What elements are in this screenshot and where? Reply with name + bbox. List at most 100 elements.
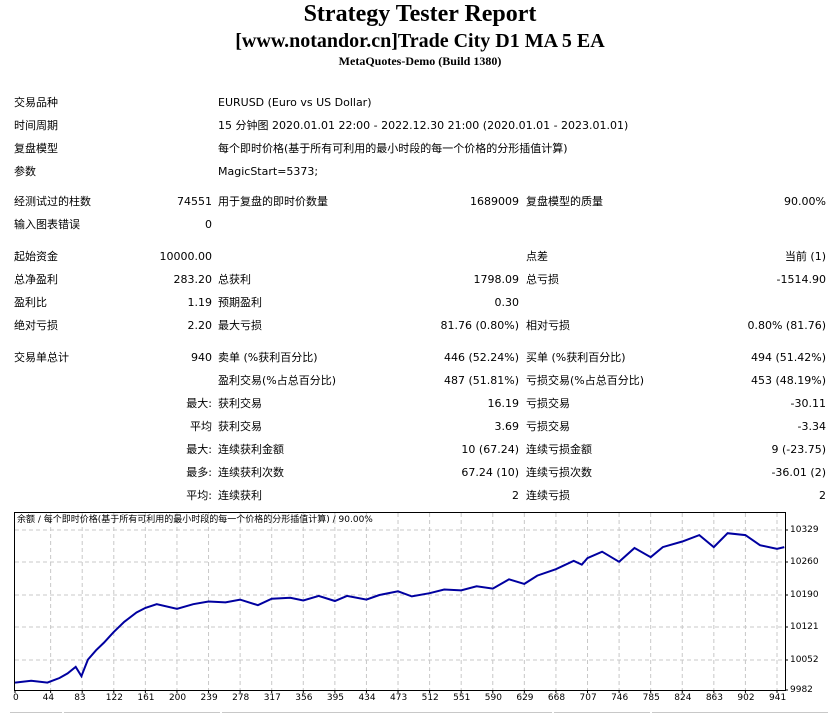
average-profit-value: 3.69	[494, 420, 520, 433]
max-consecutive-losses-label: 连续亏损金额	[526, 443, 592, 456]
y-tick-label: 9982	[790, 685, 813, 695]
gross-loss-label: 总亏损	[526, 273, 559, 286]
gross-loss-value: -1514.90	[776, 273, 826, 286]
y-tick-label: 10260	[790, 557, 819, 567]
info-row-model: 复盘模型 每个即时价格(基于所有可利用的最小时段的每一个价格的分形插值计算)	[0, 139, 840, 159]
params-label: 参数	[14, 165, 36, 178]
chart-frame	[14, 512, 786, 691]
loss-trades-label: 亏损交易(%占总百分比)	[526, 374, 645, 387]
max-consecutive-wins-label: 连续获利金额	[218, 443, 284, 456]
most-consecutive-profit-value: 67.24 (10)	[461, 466, 519, 479]
expected-payoff-value: 0.30	[494, 296, 520, 309]
short-positions-value: 446 (52.24%)	[443, 351, 519, 364]
x-tick-label: 902	[737, 693, 755, 703]
stats-row-bars: 经测试过的柱数 74551 用于复盘的即时价数量 1689009 复盘模型的质量…	[0, 192, 840, 212]
ticks-value: 1689009	[470, 195, 519, 208]
stats-row-factor: 盈利比 1.19 预期盈利 0.30	[0, 293, 840, 313]
report-title: Strategy Tester Report	[303, 1, 537, 27]
footer-divider	[10, 712, 62, 713]
avg-consecutive-losses-value: 2	[819, 489, 826, 502]
balance-line	[14, 532, 785, 684]
info-row-symbol: 交易品种 EURUSD (Euro vs US Dollar)	[0, 93, 840, 113]
footer-divider	[554, 712, 650, 713]
largest-prefix: 最大:	[186, 397, 212, 410]
average-profit-label: 获利交易	[218, 420, 262, 433]
avg-consecutive-wins-value: 2	[512, 489, 519, 502]
stats-row-max-consecutive: 最大: 连续获利金额 10 (67.24) 连续亏损金额 9 (-23.75)	[0, 440, 840, 460]
x-tick-label: 785	[642, 693, 660, 703]
rel-drawdown-label: 相对亏损	[526, 319, 570, 332]
total-trades-value: 940	[191, 351, 212, 364]
largest-profit-value: 16.19	[487, 397, 520, 410]
y-tick-label: 10190	[790, 590, 819, 600]
errors-label: 输入图表错误	[14, 218, 80, 231]
info-row-params: 参数 MagicStart=5373;	[0, 162, 840, 182]
net-profit-label: 总净盈利	[14, 273, 58, 286]
stats-row-deposit: 起始资金 10000.00 点差 当前 (1)	[0, 247, 840, 267]
x-tick-label: 863	[705, 693, 724, 703]
stats-row-profit: 总净盈利 283.20 总获利 1798.09 总亏损 -1514.90	[0, 270, 840, 290]
max-consecutive-prefix: 最大:	[186, 443, 212, 456]
x-tick-label: 239	[200, 693, 218, 703]
max-consecutive-losses-value: 9 (-23.75)	[771, 443, 826, 456]
y-tick-label: 10329	[790, 525, 819, 535]
x-tick-label: 122	[105, 693, 123, 703]
errors-value: 0	[205, 218, 212, 231]
x-tick-label: 707	[579, 693, 597, 703]
ticks-label: 用于复盘的即时价数量	[218, 195, 328, 208]
stats-row-avg-consecutive: 平均: 连续获利 2 连续亏损 2	[0, 486, 840, 506]
x-tick-label: 44	[42, 693, 55, 703]
average-loss-label: 亏损交易	[526, 420, 570, 433]
bars-label: 经测试过的柱数	[14, 195, 91, 208]
total-trades-label: 交易单总计	[14, 351, 69, 364]
rel-drawdown-value: 0.80% (81.76)	[747, 319, 826, 332]
largest-profit-label: 获利交易	[218, 397, 262, 410]
most-consecutive-profit-label: 连续获利次数	[218, 466, 284, 479]
stats-row-average: 平均 获利交易 3.69 亏损交易 -3.34	[0, 417, 840, 437]
loss-trades-value: 453 (48.19%)	[750, 374, 826, 387]
stats-row-trades: 交易单总计 940 卖单 (%获利百分比) 446 (52.24%) 买单 (%…	[0, 348, 840, 368]
x-tick-label: 200	[168, 693, 187, 703]
profit-factor-value: 1.19	[187, 296, 213, 309]
abs-drawdown-label: 绝对亏损	[14, 319, 58, 332]
average-prefix: 平均	[190, 420, 212, 433]
most-consecutive-loss-label: 连续亏损次数	[526, 466, 592, 479]
info-row-period: 时间周期 15 分钟图 2020.01.01 22:00 - 2022.12.3…	[0, 116, 840, 136]
largest-loss-label: 亏损交易	[526, 397, 570, 410]
footer-divider	[222, 712, 552, 713]
symbol-value: EURUSD (Euro vs US Dollar)	[218, 96, 372, 109]
max-drawdown-label: 最大亏损	[218, 319, 262, 332]
chart-title: 余额 / 每个即时价格(基于所有可利用的最小时段的每一个价格的分形插值计算) /…	[17, 515, 373, 525]
deposit-label: 起始资金	[14, 250, 58, 263]
y-tick-label: 10052	[790, 655, 819, 665]
x-tick-label: 0	[13, 693, 19, 703]
x-tick-label: 668	[547, 693, 566, 703]
profit-trades-value: 487 (51.81%)	[443, 374, 519, 387]
x-tick-label: 278	[232, 693, 250, 703]
x-tick-label: 941	[769, 693, 787, 703]
quality-label: 复盘模型的质量	[526, 195, 603, 208]
spread-value: 当前 (1)	[784, 250, 826, 263]
profit-trades-label: 盈利交易(%占总百分比)	[218, 374, 337, 387]
x-tick-label: 590	[484, 693, 502, 703]
footer-divider	[652, 712, 828, 713]
spread-label: 点差	[526, 250, 548, 263]
long-positions-value: 494 (51.42%)	[750, 351, 826, 364]
x-tick-label: 629	[516, 693, 534, 703]
model-value: 每个即时价格(基于所有可利用的最小时段的每一个价格的分形插值计算)	[218, 142, 568, 155]
average-loss-value: -3.34	[797, 420, 826, 433]
y-tick-label: 10121	[790, 622, 819, 632]
expected-payoff-label: 预期盈利	[218, 296, 262, 309]
period-label: 时间周期	[14, 119, 58, 132]
gross-profit-label: 总获利	[218, 273, 251, 286]
gross-profit-value: 1798.09	[473, 273, 520, 286]
avg-consecutive-wins-label: 连续获利	[218, 489, 262, 502]
avg-consecutive-losses-label: 连续亏损	[526, 489, 570, 502]
stats-row-drawdown: 绝对亏损 2.20 最大亏损 81.76 (0.80%) 相对亏损 0.80% …	[0, 316, 840, 336]
quality-value: 90.00%	[784, 195, 826, 208]
model-label: 复盘模型	[14, 142, 58, 155]
long-positions-label: 买单 (%获利百分比)	[526, 351, 626, 364]
expert-name: [www.notandor.cn]Trade City D1 MA 5 EA	[235, 30, 605, 52]
stats-row-most-consecutive: 最多: 连续获利次数 67.24 (10) 连续亏损次数 -36.01 (2)	[0, 463, 840, 483]
